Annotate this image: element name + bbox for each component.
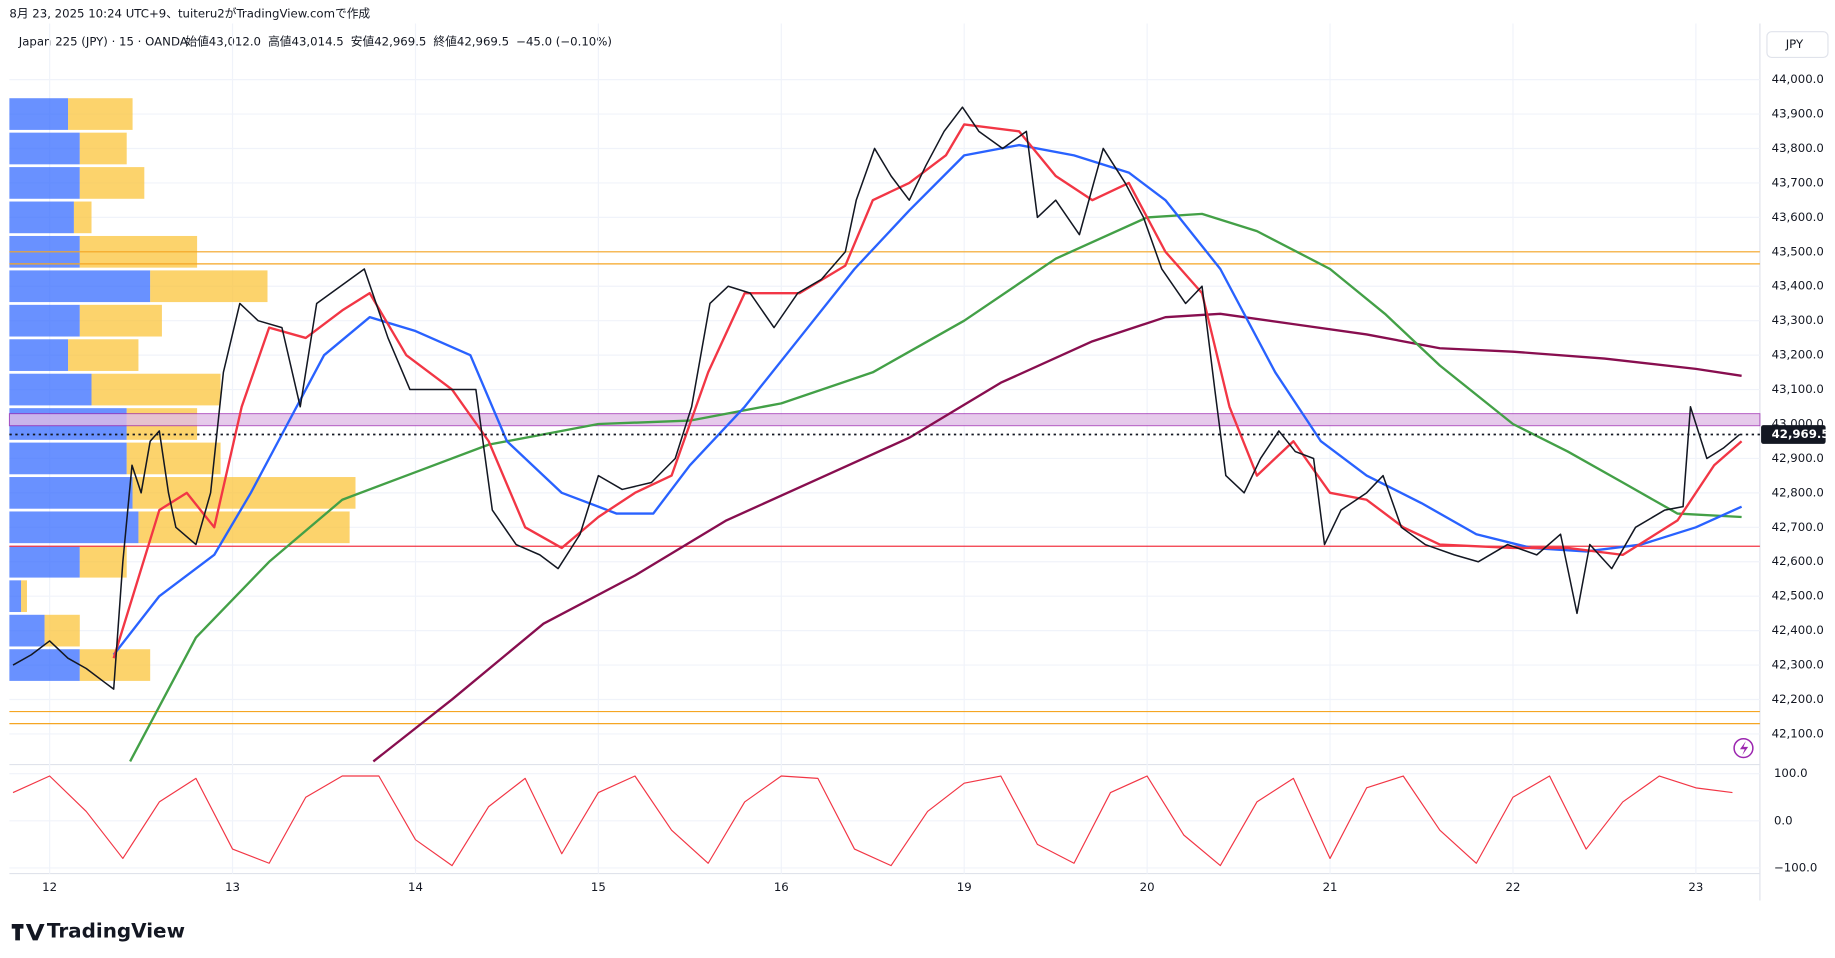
last-price-box	[1761, 425, 1826, 444]
profile-up	[9, 614, 45, 647]
y-tick-label: 43,300.0	[1772, 313, 1824, 327]
y-tick-label: 42,500.0	[1772, 589, 1824, 603]
last-price-label: 42,969.5	[1772, 427, 1830, 441]
profile-down	[150, 270, 268, 303]
profile-down	[79, 304, 162, 337]
currency-button[interactable]	[1766, 31, 1829, 59]
x-tick-label: 23	[1688, 880, 1703, 894]
profile-up	[9, 649, 80, 681]
caption: 8月 23, 2025 10:24 UTC+9、tuiteru2がTrading…	[9, 7, 370, 21]
ohlc-value: 高値43,014.5	[268, 35, 344, 49]
y-tick-label: 43,600.0	[1772, 210, 1824, 224]
y-tick-label: 42,400.0	[1772, 623, 1824, 637]
profile-up	[9, 477, 133, 509]
y-tick-label: 42,800.0	[1772, 485, 1824, 499]
profile-up	[9, 201, 74, 234]
x-tick-label: 12	[42, 880, 57, 894]
x-tick-label: 22	[1506, 880, 1521, 894]
y-tick-label: 44,000.0	[1772, 72, 1824, 86]
moving-average	[372, 312, 1742, 763]
profile-down	[138, 511, 350, 544]
x-tick-label: 13	[225, 880, 240, 894]
ohlc-value: 安値42,969.5	[351, 35, 427, 49]
x-tick-label: 15	[591, 880, 606, 894]
profile-up	[9, 167, 80, 199]
alert-bolt	[1739, 741, 1749, 756]
zone-band	[8, 413, 1761, 427]
ohlc-value: 終値42,969.5	[433, 35, 509, 49]
ohlc-value: −45.0 (−0.10%)	[516, 35, 612, 49]
profile-down	[21, 580, 27, 613]
profile-down	[68, 339, 139, 371]
y-tick-label: 43,200.0	[1772, 348, 1824, 362]
profile-up	[9, 580, 22, 613]
y-tick-label: 43,400.0	[1772, 279, 1824, 293]
osc-tick-label: −100.0	[1774, 860, 1817, 874]
y-tick-label: 42,600.0	[1772, 554, 1824, 568]
y-tick-label: 43,800.0	[1772, 141, 1824, 155]
y-tick-label: 42,200.0	[1772, 692, 1824, 706]
y-tick-label: 43,100.0	[1772, 382, 1824, 396]
profile-down	[68, 98, 133, 130]
profile-down	[91, 373, 221, 406]
y-tick-label: 43,700.0	[1772, 175, 1824, 189]
osc-tick-label: 0.0	[1774, 813, 1793, 827]
x-tick-label: 19	[957, 880, 972, 894]
y-tick-label: 42,100.0	[1772, 726, 1824, 740]
profile-up	[9, 304, 80, 337]
y-tick-label: 43,900.0	[1772, 107, 1824, 121]
y-tick-label: 43,500.0	[1772, 244, 1824, 258]
y-tick-label: 42,900.0	[1772, 451, 1824, 465]
profile-down	[79, 132, 127, 165]
moving-average	[112, 123, 1743, 659]
y-tick-label: 42,700.0	[1772, 520, 1824, 534]
profile-down	[79, 545, 127, 578]
profile-down	[126, 442, 221, 475]
currency: JPY	[1785, 37, 1804, 51]
profile-up	[9, 511, 139, 544]
moving-average	[112, 143, 1743, 656]
profile-up	[9, 98, 69, 130]
x-tick-label: 21	[1323, 880, 1338, 894]
moving-average	[129, 212, 1742, 763]
oscillator-line	[12, 775, 1733, 867]
x-tick-label: 14	[408, 880, 423, 894]
symbol: Japan 225 (JPY) · 15 · OANDA	[18, 35, 188, 49]
profile-up	[9, 132, 80, 165]
brand: TradingView	[47, 920, 185, 943]
ohlc-value: 始値43,012.0	[185, 35, 261, 49]
x-tick-label: 16	[774, 880, 789, 894]
alert-icon[interactable]	[1733, 737, 1754, 759]
profile-up	[9, 545, 80, 578]
profile-down	[73, 201, 92, 234]
osc-tick-label: 100.0	[1774, 766, 1808, 780]
logo-mark	[11, 923, 45, 941]
profile-up	[9, 339, 69, 371]
profile-up	[9, 270, 151, 303]
x-tick-label: 20	[1140, 880, 1155, 894]
profile-up	[9, 442, 127, 475]
profile-down	[79, 167, 145, 199]
y-tick-label: 42,300.0	[1772, 658, 1824, 672]
price-line	[12, 106, 1741, 690]
profile-up	[9, 373, 92, 406]
